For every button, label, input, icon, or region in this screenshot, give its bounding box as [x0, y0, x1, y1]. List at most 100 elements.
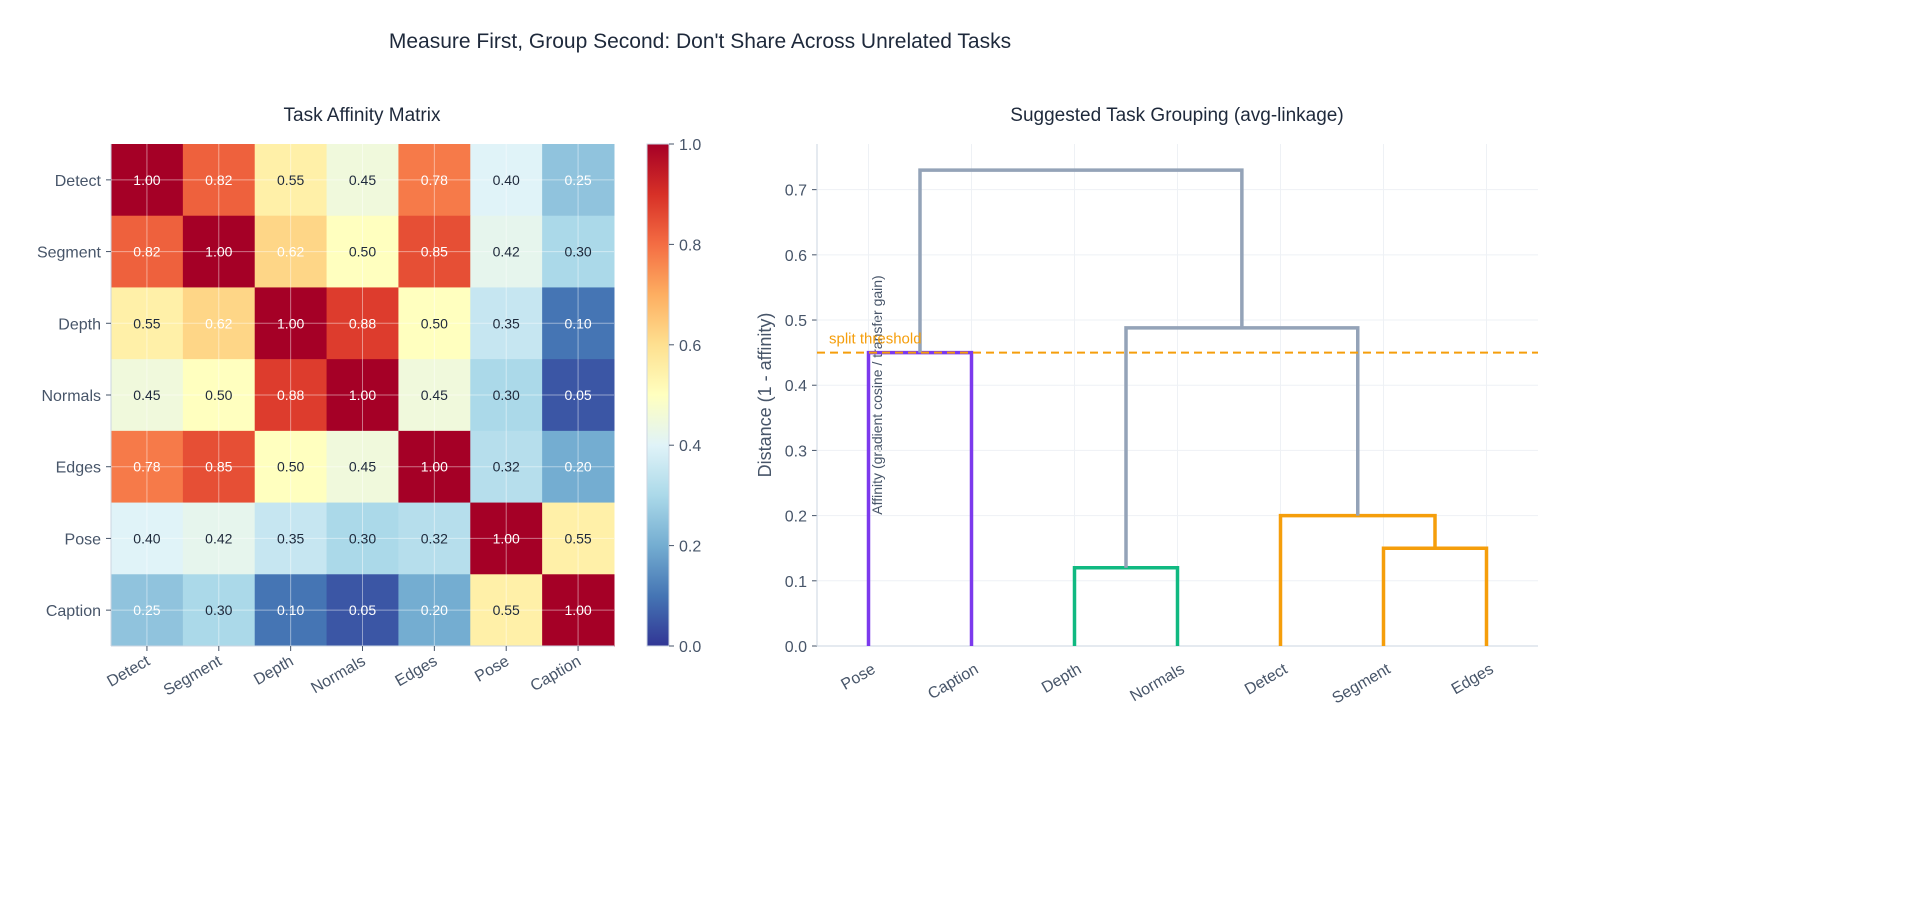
- heatmap-cell-label: 0.55: [564, 530, 591, 546]
- heatmap-cell: [182, 574, 256, 647]
- heatmap-ytick-label: Depth: [58, 316, 101, 333]
- dendrogram-ytick-label: 0.7: [785, 183, 807, 200]
- heatmap-cell: [398, 430, 471, 504]
- heatmap-cell-label: 0.10: [564, 315, 591, 331]
- heatmap-cell: [182, 430, 256, 504]
- heatmap-cell-label: 0.62: [277, 244, 304, 260]
- heatmap-cell: [326, 215, 399, 288]
- heatmap-cell-label: 0.45: [349, 172, 376, 188]
- heatmap-cell: [398, 287, 471, 360]
- heatmap-cell: [254, 287, 328, 360]
- heatmap-xtick-label: Depth: [251, 653, 296, 689]
- dendrogram-leaf-label: Detect: [1242, 660, 1291, 698]
- heatmap-cell-label: 1.00: [421, 459, 448, 475]
- heatmap-cell-label: 0.55: [493, 602, 520, 618]
- colorbar-tick-label: 0.0: [679, 639, 701, 656]
- heatmap-cell-label: 0.82: [133, 244, 160, 260]
- heatmap-cell: [111, 215, 184, 288]
- heatmap-cell: [470, 574, 543, 647]
- heatmap-cell: [542, 430, 615, 504]
- heatmap-cell-label: 0.42: [493, 244, 520, 260]
- heatmap-cell: [398, 215, 471, 288]
- heatmap-cell-label: 1.00: [277, 315, 304, 331]
- heatmap-cell-label: 0.50: [421, 315, 448, 331]
- heatmap-cell: [254, 502, 328, 575]
- heatmap-cell-label: 0.20: [564, 459, 591, 475]
- dendrogram-ytick-label: 0.2: [785, 509, 807, 526]
- heatmap-cell-label: 0.55: [277, 172, 304, 188]
- heatmap-cell: [182, 287, 256, 360]
- heatmap-panel: Task Affinity Matrix 1.00 0.82 0.55 0.45 0.7…: [37, 105, 615, 699]
- heatmap-cell: [326, 144, 399, 217]
- colorbar-tick-label: 1.0: [679, 137, 701, 154]
- dendrogram-ylabel: Distance (1 - affinity): [755, 313, 775, 478]
- dendrogram-leaf-label: Depth: [1039, 661, 1084, 697]
- heatmap-cell-label: 0.50: [349, 244, 376, 260]
- heatmap-cell-label: 1.00: [564, 602, 591, 618]
- heatmap-cell: [326, 359, 399, 432]
- heatmap-cell-label: 1.00: [349, 387, 376, 403]
- dendrogram-ytick-label: 0.6: [785, 248, 807, 265]
- heatmap-ytick-label: Detect: [55, 173, 102, 190]
- colorbar: Affinity (gradient cosine / transfer gai…: [646, 137, 885, 656]
- heatmap-cell-label: 1.00: [493, 530, 520, 546]
- heatmap-cell-label: 0.30: [349, 530, 376, 546]
- heatmap-ytick-label: Pose: [65, 531, 102, 548]
- heatmap-cell: [254, 144, 328, 217]
- heatmap-cell-label: 0.42: [205, 530, 232, 546]
- heatmap-cell: [111, 359, 184, 432]
- heatmap-cell: [470, 144, 543, 217]
- dendrogram-leaf-label: Normals: [1127, 661, 1187, 706]
- heatmap-ytick-label: Segment: [37, 245, 102, 262]
- heatmap-cell: [398, 144, 471, 217]
- heatmap-cell: [326, 574, 399, 647]
- dendrogram-link: [918, 168, 1244, 353]
- heatmap-cell-label: 0.10: [277, 602, 304, 618]
- dendrogram-ytick-label: 0.3: [785, 443, 807, 460]
- heatmap-cell: [182, 144, 256, 217]
- heatmap-cell-label: 0.30: [493, 387, 520, 403]
- heatmap-xtick-label: Normals: [308, 653, 368, 698]
- heatmap-cell-label: 0.50: [205, 387, 232, 403]
- heatmap-cell-label: 1.00: [205, 244, 232, 260]
- heatmap-xtick-label: Caption: [528, 653, 584, 695]
- heatmap-cell: [326, 502, 399, 575]
- heatmap-cell: [326, 430, 399, 504]
- colorbar-label: Affinity (gradient cosine / transfer gai…: [869, 275, 885, 514]
- heatmap-cell: [542, 215, 615, 288]
- dendrogram-link: [1381, 546, 1489, 646]
- heatmap-cell: [111, 287, 184, 360]
- heatmap-cell-label: 0.32: [421, 530, 448, 546]
- heatmap-cell: [182, 215, 256, 288]
- heatmap-cell-label: 0.62: [205, 315, 232, 331]
- heatmap-cell-label: 0.45: [349, 459, 376, 475]
- figure-suptitle: Measure First, Group Second: Don't Share…: [389, 30, 1011, 53]
- dendrogram-link: [1072, 566, 1180, 646]
- heatmap-cell-label: 0.20: [421, 602, 448, 618]
- heatmap-cell-label: 0.25: [133, 602, 160, 618]
- heatmap-cell: [111, 144, 184, 217]
- dendrogram-ytick-label: 0.1: [785, 574, 807, 591]
- heatmap-cell-label: 0.88: [277, 387, 304, 403]
- heatmap-cell-label: 0.25: [564, 172, 591, 188]
- dendrogram-title: Suggested Task Grouping (avg-linkage): [1010, 105, 1343, 126]
- heatmap-cell-label: 0.35: [493, 315, 520, 331]
- heatmap-cell: [470, 359, 543, 432]
- heatmap-cell: [111, 430, 184, 504]
- heatmap-xtick-label: Segment: [161, 652, 225, 699]
- heatmap-cell-label: 0.30: [205, 602, 232, 618]
- heatmap-cell-label: 0.05: [564, 387, 591, 403]
- dendrogram-leaf-label: Segment: [1330, 660, 1394, 707]
- heatmap-cell: [326, 287, 399, 360]
- heatmap-cell: [542, 359, 615, 432]
- heatmap-cell-label: 0.55: [133, 315, 160, 331]
- heatmap-cell-label: 0.45: [133, 387, 160, 403]
- heatmap-ytick-label: Caption: [46, 603, 101, 620]
- heatmap-ytick-label: Edges: [56, 460, 101, 477]
- dendrogram-ytick-label: 0.4: [785, 378, 807, 395]
- heatmap-cell-label: 0.05: [349, 602, 376, 618]
- heatmap-cell-label: 0.32: [493, 459, 520, 475]
- heatmap-cell: [542, 574, 615, 647]
- heatmap-cell: [470, 430, 543, 504]
